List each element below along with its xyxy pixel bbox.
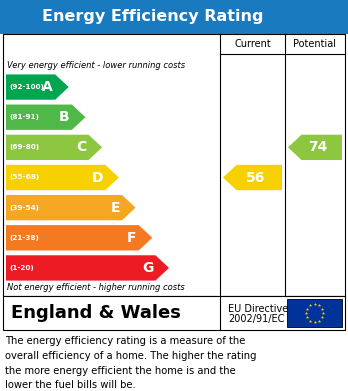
Polygon shape [6, 165, 119, 190]
Text: A: A [42, 80, 53, 94]
Text: (21-38): (21-38) [9, 235, 39, 241]
Text: B: B [59, 110, 70, 124]
Polygon shape [6, 74, 69, 100]
Text: (39-54): (39-54) [9, 204, 39, 211]
Text: E: E [111, 201, 120, 215]
Text: 2002/91/EC: 2002/91/EC [228, 314, 284, 324]
Text: D: D [92, 170, 103, 185]
Text: The energy efficiency rating is a measure of the
overall efficiency of a home. T: The energy efficiency rating is a measur… [5, 336, 256, 390]
Text: 74: 74 [308, 140, 327, 154]
Text: Current: Current [234, 39, 271, 49]
Text: (81-91): (81-91) [9, 114, 39, 120]
Polygon shape [288, 135, 342, 160]
Polygon shape [6, 195, 136, 220]
Polygon shape [6, 135, 102, 160]
Bar [3, 296, 345, 330]
Text: England & Wales: England & Wales [11, 304, 181, 322]
Polygon shape [223, 165, 282, 190]
Text: (69-80): (69-80) [9, 144, 39, 151]
Text: Energy Efficiency Rating: Energy Efficiency Rating [42, 9, 264, 25]
Text: Very energy efficient - lower running costs: Very energy efficient - lower running co… [7, 61, 185, 70]
Polygon shape [6, 255, 169, 281]
Bar [287, 299, 342, 327]
Polygon shape [6, 104, 85, 130]
Text: C: C [76, 140, 87, 154]
Text: Potential: Potential [293, 39, 337, 49]
Text: F: F [127, 231, 137, 245]
Text: (92-100): (92-100) [9, 84, 44, 90]
Text: Not energy efficient - higher running costs: Not energy efficient - higher running co… [7, 283, 185, 292]
Text: G: G [142, 261, 153, 275]
Bar [3, 34, 345, 296]
Text: (1-20): (1-20) [9, 265, 34, 271]
Bar [0, 0, 348, 34]
Polygon shape [6, 225, 152, 251]
Text: (55-68): (55-68) [9, 174, 39, 181]
Text: EU Directive: EU Directive [228, 304, 288, 314]
Text: 56: 56 [246, 170, 265, 185]
